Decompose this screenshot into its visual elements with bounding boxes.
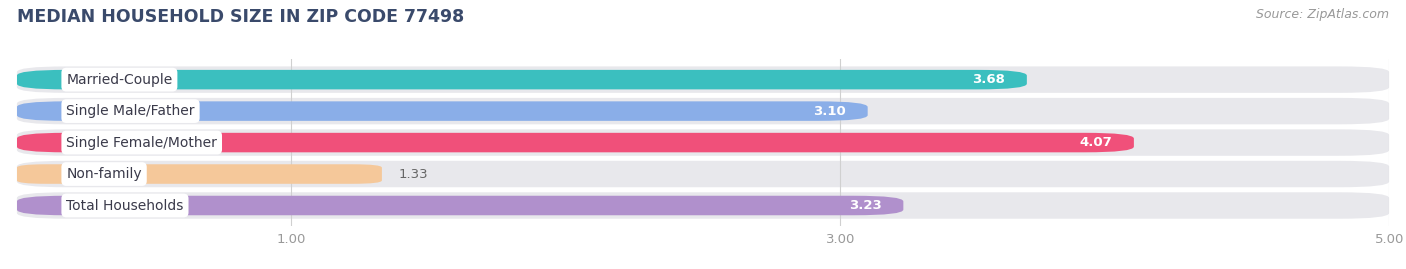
FancyBboxPatch shape xyxy=(17,98,1389,124)
Text: 3.23: 3.23 xyxy=(849,199,882,212)
FancyBboxPatch shape xyxy=(17,192,1389,219)
Text: 3.68: 3.68 xyxy=(972,73,1005,86)
Text: Single Male/Father: Single Male/Father xyxy=(66,104,195,118)
Text: Married-Couple: Married-Couple xyxy=(66,73,173,87)
FancyBboxPatch shape xyxy=(17,70,1026,89)
FancyBboxPatch shape xyxy=(17,129,1389,156)
FancyBboxPatch shape xyxy=(17,133,1133,152)
Text: Source: ZipAtlas.com: Source: ZipAtlas.com xyxy=(1256,8,1389,21)
Text: 3.10: 3.10 xyxy=(813,105,846,118)
Text: Total Households: Total Households xyxy=(66,199,184,213)
Text: 1.33: 1.33 xyxy=(398,168,427,180)
Text: Single Female/Mother: Single Female/Mother xyxy=(66,136,217,150)
Text: Non-family: Non-family xyxy=(66,167,142,181)
FancyBboxPatch shape xyxy=(17,66,1389,93)
FancyBboxPatch shape xyxy=(17,161,1389,187)
FancyBboxPatch shape xyxy=(17,196,903,215)
Text: MEDIAN HOUSEHOLD SIZE IN ZIP CODE 77498: MEDIAN HOUSEHOLD SIZE IN ZIP CODE 77498 xyxy=(17,8,464,26)
FancyBboxPatch shape xyxy=(17,101,868,121)
FancyBboxPatch shape xyxy=(17,164,382,184)
Text: 4.07: 4.07 xyxy=(1080,136,1112,149)
